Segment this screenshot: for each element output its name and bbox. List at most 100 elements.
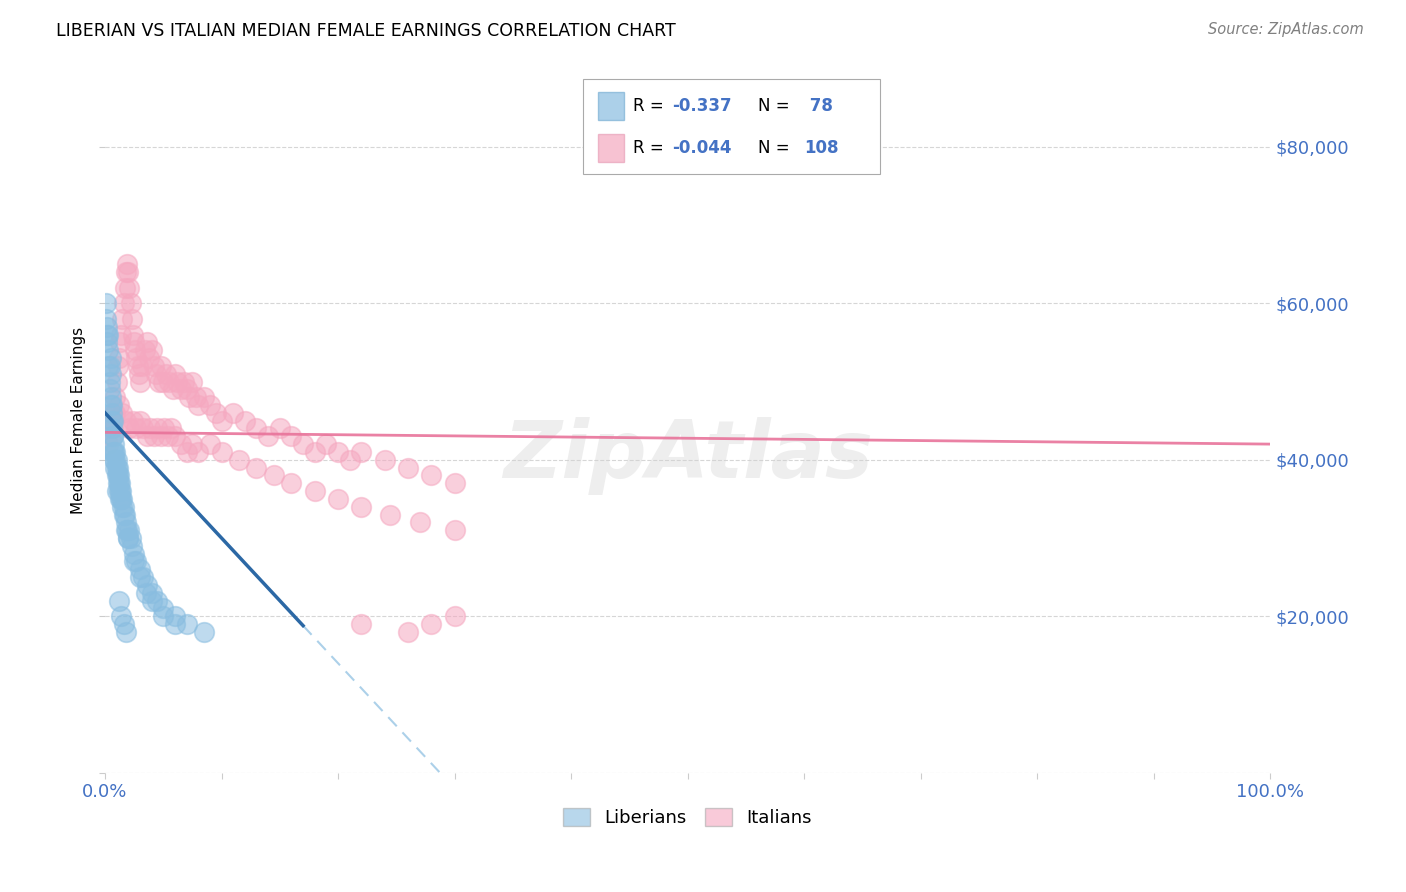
Point <box>112 617 135 632</box>
Point <box>396 460 419 475</box>
Point <box>101 414 124 428</box>
Point <box>101 429 124 443</box>
FancyBboxPatch shape <box>598 92 623 120</box>
Point <box>112 500 135 514</box>
Point <box>443 476 465 491</box>
Point <box>131 359 153 373</box>
Point <box>420 468 443 483</box>
Point <box>138 351 160 365</box>
Point <box>103 437 125 451</box>
Text: Source: ZipAtlas.com: Source: ZipAtlas.com <box>1208 22 1364 37</box>
FancyBboxPatch shape <box>598 134 623 161</box>
Point <box>104 406 127 420</box>
Point <box>108 476 131 491</box>
Point <box>98 359 121 373</box>
Point <box>115 624 138 639</box>
Point <box>166 375 188 389</box>
Point <box>97 327 120 342</box>
Point <box>105 460 128 475</box>
Point <box>101 406 124 420</box>
Point <box>108 484 131 499</box>
Point <box>105 468 128 483</box>
Point <box>170 437 193 451</box>
Point <box>96 319 118 334</box>
Text: -0.337: -0.337 <box>672 97 733 115</box>
Point <box>122 335 145 350</box>
Point <box>97 343 120 358</box>
Point <box>146 421 169 435</box>
Point <box>97 359 120 373</box>
Point <box>153 421 176 435</box>
Point <box>107 359 129 373</box>
Point <box>408 516 430 530</box>
Text: R =: R = <box>633 139 669 157</box>
Text: -0.044: -0.044 <box>672 139 733 157</box>
Point <box>443 609 465 624</box>
Point <box>103 406 125 420</box>
Point <box>193 624 215 639</box>
Point <box>129 414 152 428</box>
Point <box>132 421 155 435</box>
Point <box>108 593 131 607</box>
Point <box>96 296 118 310</box>
Point <box>107 476 129 491</box>
Point <box>108 335 131 350</box>
Point <box>115 265 138 279</box>
Point <box>103 445 125 459</box>
Point <box>163 429 186 443</box>
Point <box>184 390 207 404</box>
Point <box>104 460 127 475</box>
Point <box>121 539 143 553</box>
Point <box>141 593 163 607</box>
Point <box>105 375 128 389</box>
Point <box>101 445 124 459</box>
Y-axis label: Median Female Earnings: Median Female Earnings <box>72 327 86 514</box>
Point <box>222 406 245 420</box>
Point <box>110 327 132 342</box>
Point <box>148 375 170 389</box>
Point <box>326 445 349 459</box>
Point <box>115 523 138 537</box>
Point <box>350 500 373 514</box>
Point <box>120 531 142 545</box>
Point <box>157 375 180 389</box>
Point <box>304 445 326 459</box>
Point <box>187 398 209 412</box>
Point <box>112 508 135 522</box>
Point <box>141 586 163 600</box>
Point <box>108 484 131 499</box>
Point <box>149 359 172 373</box>
Point <box>280 429 302 443</box>
Point <box>107 460 129 475</box>
Point <box>96 327 118 342</box>
Point <box>96 335 118 350</box>
Point <box>98 375 121 389</box>
Point <box>142 429 165 443</box>
Point <box>292 437 315 451</box>
Point <box>125 421 148 435</box>
Point <box>263 468 285 483</box>
Point <box>115 523 138 537</box>
Point <box>117 531 139 545</box>
Point <box>136 335 159 350</box>
Point <box>326 491 349 506</box>
Point <box>176 617 198 632</box>
Point <box>101 421 124 435</box>
Point <box>129 375 152 389</box>
Point <box>156 429 179 443</box>
Point <box>173 375 195 389</box>
Point <box>103 452 125 467</box>
Point <box>280 476 302 491</box>
Point <box>115 516 138 530</box>
Point <box>97 421 120 435</box>
Point <box>211 445 233 459</box>
Point <box>163 609 186 624</box>
Point <box>142 359 165 373</box>
Point <box>110 484 132 499</box>
Point <box>100 390 122 404</box>
FancyBboxPatch shape <box>582 79 880 174</box>
Point <box>145 367 167 381</box>
Point <box>132 570 155 584</box>
Point <box>177 390 200 404</box>
Point <box>136 578 159 592</box>
